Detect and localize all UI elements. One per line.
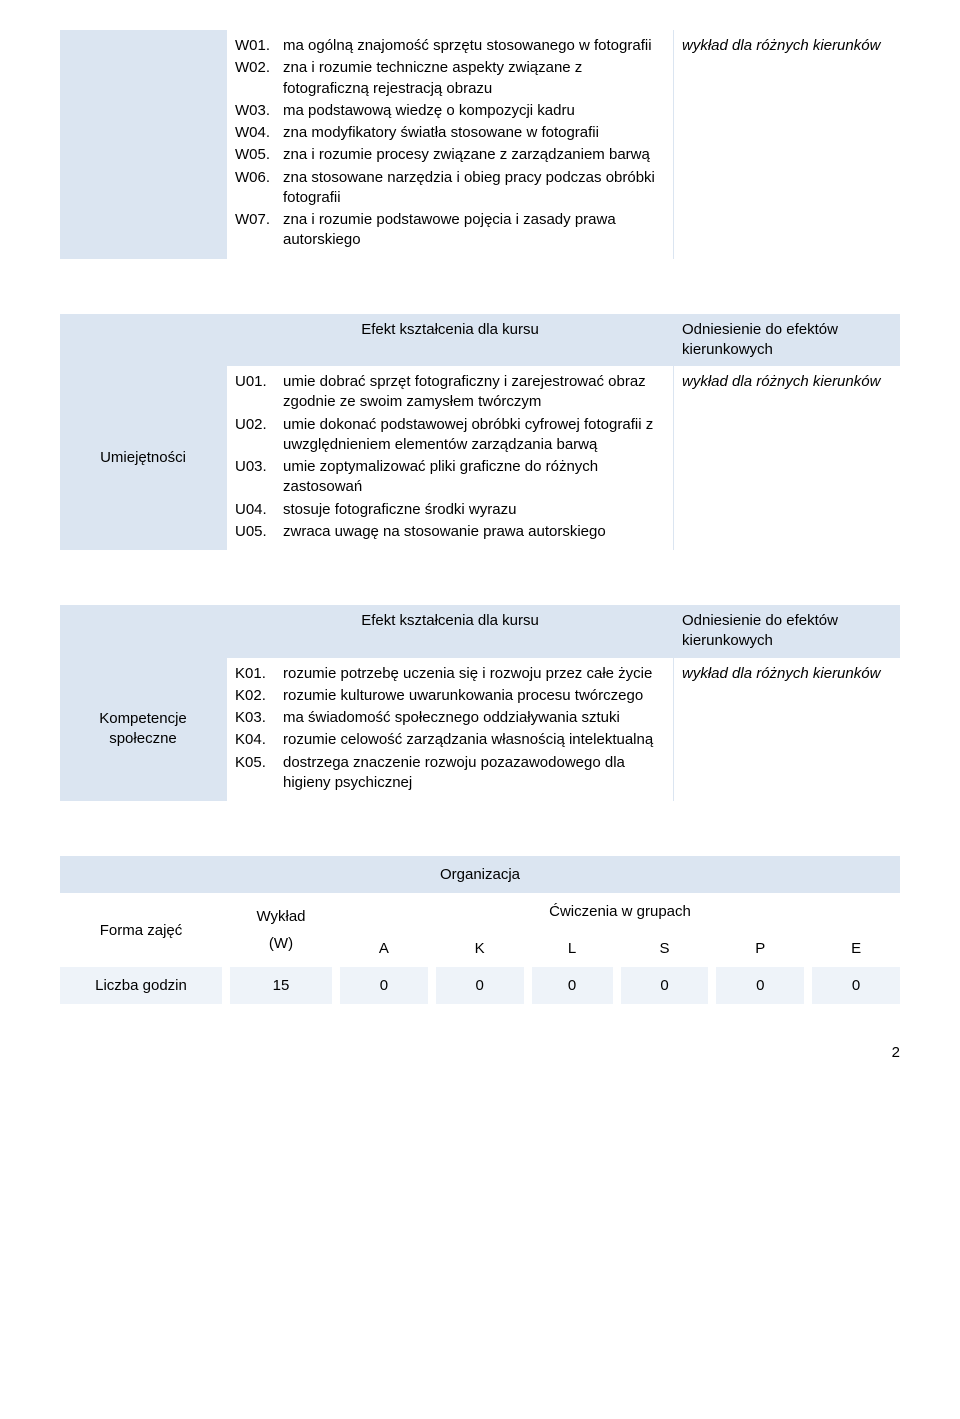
item-text: ma podstawową wiedzę o kompozycji kadru (283, 101, 665, 123)
item-code: U02. (235, 415, 283, 458)
org-col-A: A (340, 930, 428, 967)
org-row1-label: Forma zajęć (60, 893, 222, 967)
skills-right-note: wykład dla różnych kierunków (674, 366, 901, 550)
list-item: U03.umie zoptymalizować pliki graficzne … (235, 457, 665, 500)
org-group-label: Ćwiczenia w grupach (340, 893, 900, 930)
social-header-empty (60, 605, 227, 658)
list-item: K04.rozumie celowość zarządzania własnoś… (235, 730, 665, 752)
org-title: Organizacja (60, 856, 900, 893)
item-code: K05. (235, 753, 283, 796)
list-item: K01.rozumie potrzebę uczenia się i rozwo… (235, 664, 665, 686)
social-rowlabel: Kompetencje społeczne (60, 658, 227, 802)
list-item: U02.umie dokonać podstawowej obróbki cyf… (235, 415, 665, 458)
item-code: W06. (235, 168, 283, 211)
item-text: umie dokonać podstawowej obróbki cyfrowe… (283, 415, 665, 458)
knowledge-rowlabel (60, 30, 227, 259)
item-text: umie dobrać sprzęt fotograficzny i zarej… (283, 372, 665, 415)
org-hours-2: 0 (532, 967, 613, 1004)
item-code: K04. (235, 730, 283, 752)
item-code: W05. (235, 145, 283, 167)
list-item: U05.zwraca uwagę na stosowanie prawa aut… (235, 522, 665, 544)
list-item: W03.ma podstawową wiedzę o kompozycji ka… (235, 101, 665, 123)
item-text: ma świadomość społecznego oddziaływania … (283, 708, 665, 730)
skills-rowlabel: Umiejętności (60, 366, 227, 550)
list-item: K05.dostrzega znaczenie rozwoju pozazawo… (235, 753, 665, 796)
list-item: W05.zna i rozumie procesy związane z zar… (235, 145, 665, 167)
list-item: W02.zna i rozumie techniczne aspekty zwi… (235, 58, 665, 101)
list-item: K03.ma świadomość społecznego oddziaływa… (235, 708, 665, 730)
item-text: dostrzega znaczenie rozwoju pozazawodowe… (283, 753, 665, 796)
item-code: U04. (235, 500, 283, 522)
item-code: U03. (235, 457, 283, 500)
item-code: W07. (235, 210, 283, 253)
item-code: U01. (235, 372, 283, 415)
org-hours-1: 0 (436, 967, 524, 1004)
list-item: U01.umie dobrać sprzęt fotograficzny i z… (235, 372, 665, 415)
item-code: K02. (235, 686, 283, 708)
social-header-mid: Efekt kształcenia dla kursu (227, 605, 674, 658)
item-text: zwraca uwagę na stosowanie prawa autorsk… (283, 522, 665, 544)
list-item: K02.rozumie kulturowe uwarunkowania proc… (235, 686, 665, 708)
knowledge-table: W01.ma ogólną znajomość sprzętu stosowan… (60, 30, 900, 259)
item-text: zna i rozumie podstawowe pojęcia i zasad… (283, 210, 665, 253)
org-wyklad-label: Wykład (236, 908, 326, 925)
page-number: 2 (60, 1044, 900, 1061)
right-note-text: wykład dla różnych kierunków (682, 665, 880, 682)
org-col-L: L (532, 930, 613, 967)
skills-header-empty (60, 314, 227, 367)
item-code: K03. (235, 708, 283, 730)
org-hours-3: 0 (621, 967, 709, 1004)
org-hours-0: 0 (340, 967, 428, 1004)
skills-table: Efekt kształcenia dla kursu Odniesienie … (60, 314, 900, 551)
knowledge-items-cell: W01.ma ogólną znajomość sprzętu stosowan… (227, 30, 674, 259)
knowledge-right-note: wykład dla różnych kierunków (674, 30, 901, 259)
item-code: W04. (235, 123, 283, 145)
item-text: rozumie celowość zarządzania własnością … (283, 730, 665, 752)
org-hours-4: 0 (716, 967, 804, 1004)
org-col-E: E (812, 930, 900, 967)
item-text: rozumie kulturowe uwarunkowania procesu … (283, 686, 665, 708)
skills-header-mid: Efekt kształcenia dla kursu (227, 314, 674, 367)
org-wyklad-sub: (W) (236, 935, 326, 952)
list-item: W07.zna i rozumie podstawowe pojęcia i z… (235, 210, 665, 253)
item-text: umie zoptymalizować pliki graficzne do r… (283, 457, 665, 500)
item-text: stosuje fotograficzne środki wyrazu (283, 500, 665, 522)
org-col-P: P (716, 930, 804, 967)
item-code: W02. (235, 58, 283, 101)
item-code: U05. (235, 522, 283, 544)
item-code: W01. (235, 36, 283, 58)
social-table: Efekt kształcenia dla kursu Odniesienie … (60, 605, 900, 801)
item-text: rozumie potrzebę uczenia się i rozwoju p… (283, 664, 665, 686)
list-item: W01.ma ogólną znajomość sprzętu stosowan… (235, 36, 665, 58)
item-text: zna modyfikatory światła stosowane w fot… (283, 123, 665, 145)
org-wyklad-hours: 15 (230, 967, 332, 1004)
social-items-cell: K01.rozumie potrzebę uczenia się i rozwo… (227, 658, 674, 802)
item-text: zna i rozumie procesy związane z zarządz… (283, 145, 665, 167)
list-item: W06.zna stosowane narzędzia i obieg prac… (235, 168, 665, 211)
skills-items-cell: U01.umie dobrać sprzęt fotograficzny i z… (227, 366, 674, 550)
item-text: zna stosowane narzędzia i obieg pracy po… (283, 168, 665, 211)
item-text: zna i rozumie techniczne aspekty związan… (283, 58, 665, 101)
org-row2-label: Liczba godzin (60, 967, 222, 1004)
right-note-text: wykład dla różnych kierunków (682, 373, 880, 390)
item-code: K01. (235, 664, 283, 686)
item-code: W03. (235, 101, 283, 123)
org-wyklad: Wykład (W) (230, 893, 332, 967)
list-item: U04.stosuje fotograficzne środki wyrazu (235, 500, 665, 522)
org-col-K: K (436, 930, 524, 967)
org-hours-5: 0 (812, 967, 900, 1004)
item-text: ma ogólną znajomość sprzętu stosowanego … (283, 36, 665, 58)
org-table: Organizacja Forma zajęć Wykład (W) Ćwicz… (60, 856, 900, 1004)
right-note-text: wykład dla różnych kierunków (682, 37, 880, 54)
social-right-note: wykład dla różnych kierunków (674, 658, 901, 802)
list-item: W04.zna modyfikatory światła stosowane w… (235, 123, 665, 145)
org-col-S: S (621, 930, 709, 967)
skills-header-right: Odniesienie do efektów kierunkowych (674, 314, 901, 367)
social-header-right: Odniesienie do efektów kierunkowych (674, 605, 901, 658)
